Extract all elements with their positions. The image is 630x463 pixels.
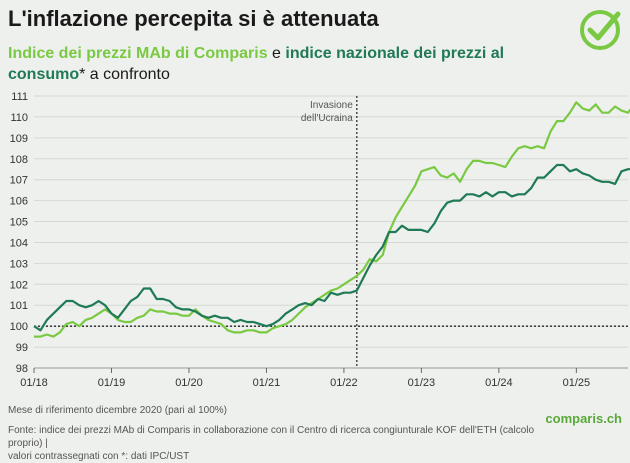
line-chart: 98 99 100 101 102 103 104 105 106 107 108 109 110 111… — [10, 91, 630, 388]
y-tick-label: 103 — [10, 258, 28, 270]
source-note: Fonte: indice dei prezzi MAb di Comparis… — [8, 424, 568, 463]
x-tick-label: 01/22 — [330, 377, 358, 388]
y-tick-label: 109 — [10, 133, 28, 145]
series-cpi-line — [33, 163, 630, 332]
subtitle-mab-label: Indice dei prezzi MAb di Comparis — [8, 45, 268, 62]
series-mab-line — [34, 101, 630, 338]
annotation-ukraine: Invasione dell'Ucraina — [301, 96, 358, 368]
source-line-2: valori contrassegnati con *: dati IPC/US… — [8, 451, 190, 462]
x-axis-ticks: 01/18 01/19 01/20 01/21 01/22 01/23 01/24 01/25 — [20, 367, 628, 388]
y-tick-label: 100 — [10, 321, 28, 333]
x-tick-label: 01/25 — [563, 377, 591, 388]
y-tick-label: 102 — [10, 279, 28, 291]
x-tick-label: 01/18 — [20, 377, 48, 388]
y-tick-label: 105 — [10, 217, 28, 229]
x-tick-label: 01/21 — [253, 377, 281, 388]
x-tick-label: 01/23 — [408, 377, 436, 388]
y-tick-label: 110 — [10, 112, 28, 124]
y-tick-label: 98 — [16, 363, 28, 375]
page-title: L'inflazione percepita si è attenuata — [8, 6, 379, 31]
y-tick-label: 104 — [10, 237, 28, 249]
chart-subtitle: Indice dei prezzi MAb di Comparis e indi… — [8, 43, 568, 85]
subtitle-connector: e — [267, 45, 286, 62]
y-axis-ticks: 98 99 100 101 102 103 104 105 106 107 108 109 110 111 — [10, 91, 28, 375]
y-tick-label: 108 — [10, 154, 28, 166]
reference-note: Mese di riferimento dicembre 2020 (pari … — [8, 405, 227, 416]
y-tick-label: 107 — [10, 175, 28, 187]
subtitle-suffix: * a confronto — [79, 66, 170, 83]
x-tick-label: 01/24 — [485, 377, 513, 388]
y-tick-label: 106 — [10, 196, 28, 208]
y-tick-label: 111 — [11, 91, 28, 103]
annotation-label-line2: dell'Ucraina — [301, 113, 353, 124]
y-tick-label: 101 — [10, 300, 28, 312]
y-tick-label: 99 — [16, 342, 28, 354]
subtitle-cpi-label: indice nazionale dei prezzi al consumo — [8, 45, 505, 83]
annotation-label-line1: Invasione — [310, 100, 353, 111]
x-tick-label: 01/19 — [98, 377, 126, 388]
check-circle-icon — [580, 10, 621, 50]
brand-logo: comparis.ch — [545, 411, 622, 426]
source-line-1: Fonte: indice dei prezzi MAb di Comparis… — [8, 425, 535, 449]
gridlines — [34, 95, 628, 369]
x-tick-label: 01/20 — [175, 377, 203, 388]
series-lines — [33, 101, 630, 338]
